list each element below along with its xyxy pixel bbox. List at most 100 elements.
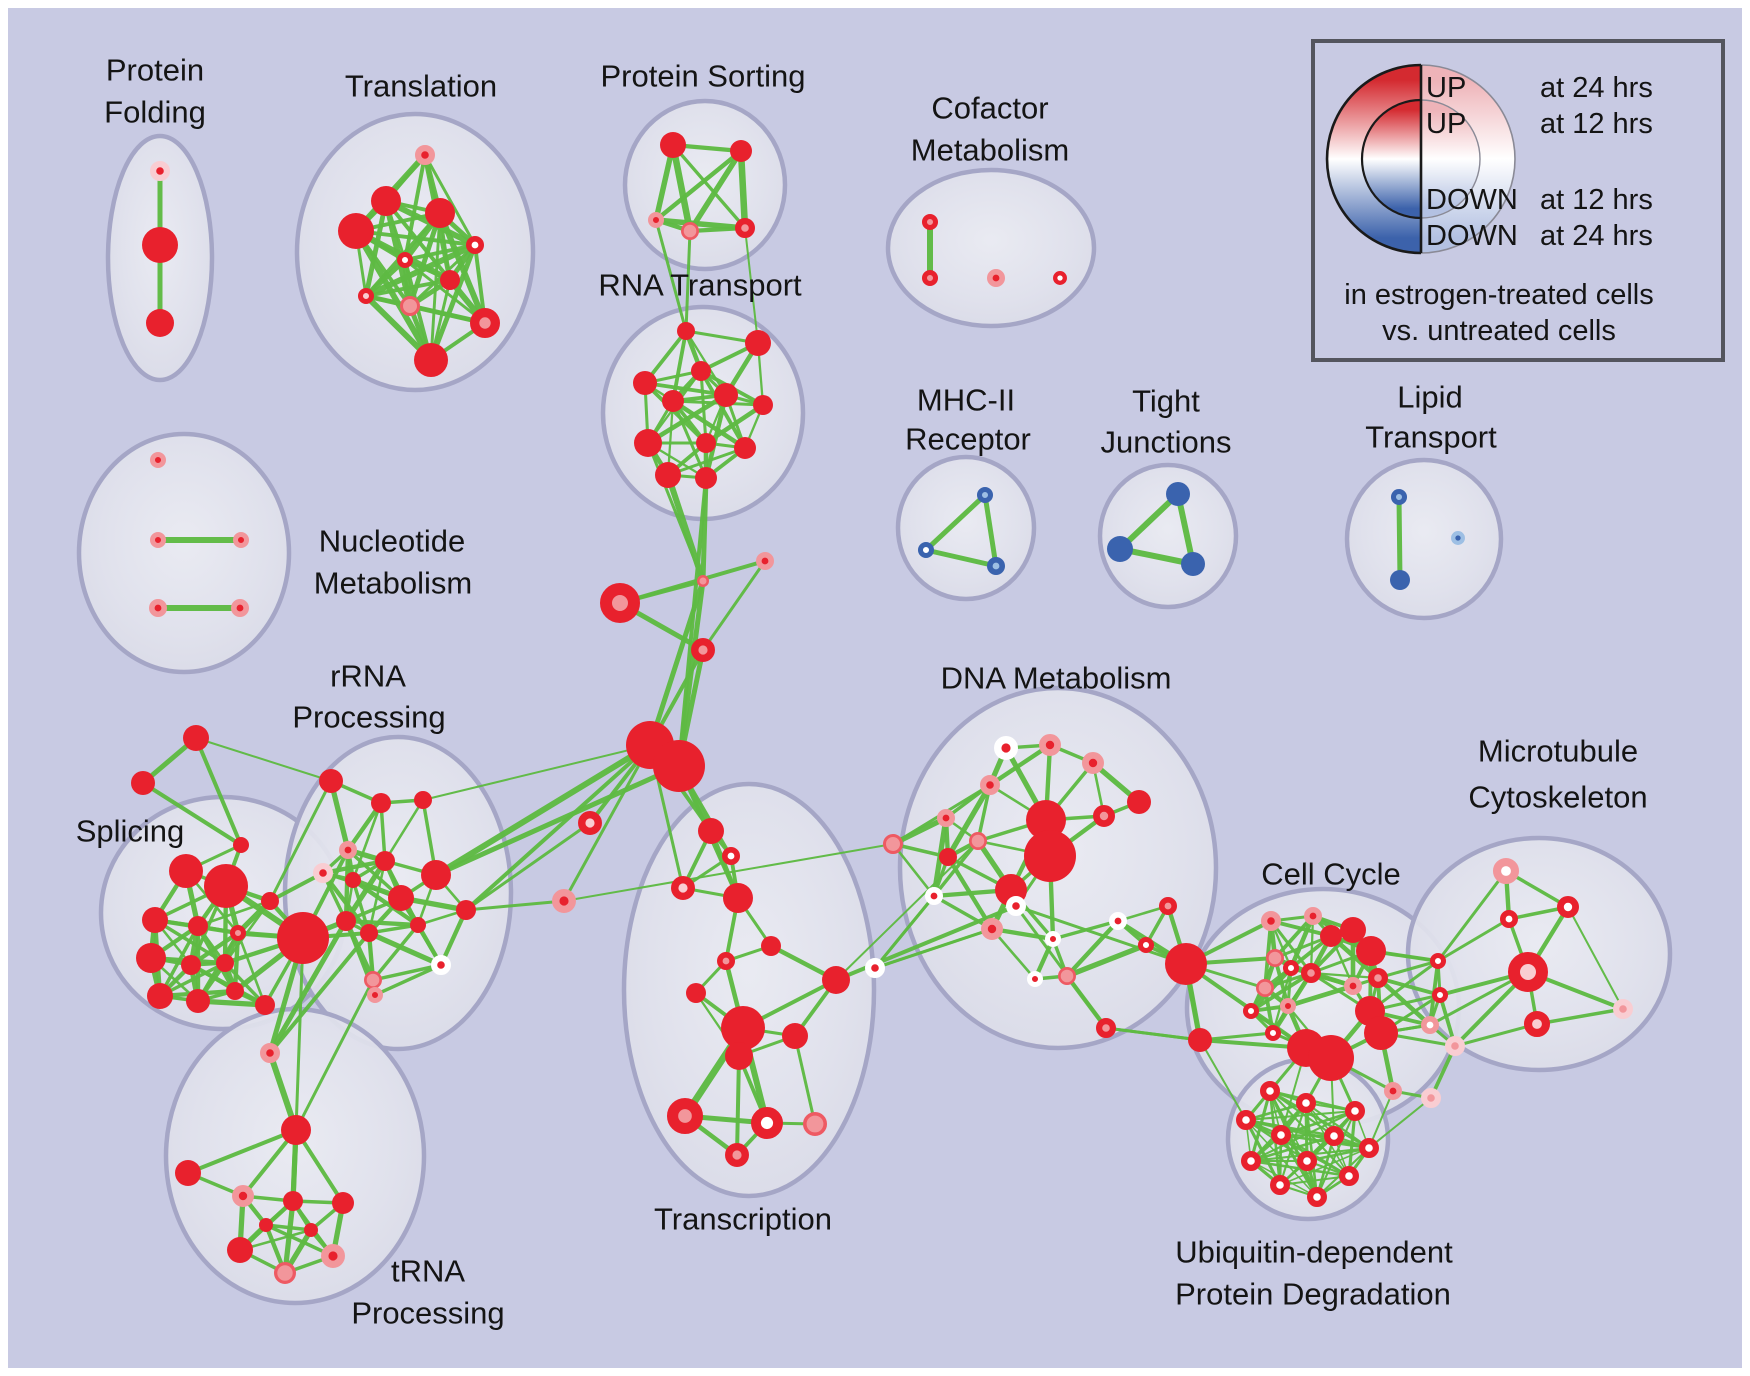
network-node-translation: [400, 296, 420, 316]
legend-time-label-1: at 24 hrs: [1540, 72, 1653, 104]
network-edge-intercluster: [294, 978, 375, 1132]
network-node-dna-metabolism: [981, 918, 1003, 940]
network-edge-translation: [403, 258, 487, 325]
network-node-transcription: [725, 1042, 753, 1070]
network-edge-rna-transport: [670, 398, 748, 451]
network-node-dna-metabolism: [864, 957, 885, 978]
network-node-rna-transport: [734, 437, 756, 459]
legend-direction-label-1: UP: [1426, 72, 1466, 104]
network-node-rrna-processing: [313, 862, 334, 883]
network-node-dna-metabolism: [1039, 734, 1061, 756]
network-edge-intercluster: [873, 927, 994, 970]
network-node-protein-sorting: [730, 140, 752, 162]
network-edge-intercluster: [677, 476, 708, 768]
network-node-ubiquitin-degradation: [1323, 1125, 1344, 1146]
network-node-transcription: [671, 876, 695, 900]
network-edge-mhc-ii-receptor: [923, 492, 988, 553]
network-edge-intercluster: [1198, 1031, 1275, 1042]
network-edge-dna-metabolism: [932, 894, 994, 931]
network-edge-rrna-processing: [371, 963, 443, 982]
network-node-connectors: [183, 725, 209, 751]
network-edge-tight-junctions: [1117, 491, 1181, 552]
network-node-trna-processing: [175, 1160, 201, 1186]
network-node-translation: [414, 343, 448, 377]
network-edge-intercluster: [654, 218, 688, 333]
network-node-mhc-ii-receptor: [986, 556, 1006, 576]
cluster-label-protein-folding-line1: Protein: [106, 53, 204, 88]
legend-direction-label-2: UP: [1426, 108, 1466, 140]
network-node-microtubule-cytoskeleton: [1612, 998, 1633, 1019]
network-edge-intercluster: [684, 229, 692, 333]
network-node-ubiquitin-degradation: [1269, 1174, 1290, 1195]
network-node-rrna-processing: [431, 954, 452, 975]
network-node-protein-sorting: [647, 211, 665, 229]
network-node-ubiquitin-degradation: [1296, 1150, 1317, 1171]
network-edge-translation: [423, 153, 477, 247]
network-edge-protein-sorting: [687, 148, 744, 234]
network-node-dna-metabolism: [979, 774, 1000, 795]
network-edge-intercluster: [646, 441, 705, 583]
legend-box: [1311, 39, 1725, 362]
network-node-tight-junctions: [1181, 552, 1205, 576]
network-node-translation: [396, 251, 414, 269]
network-edge-translation: [437, 210, 488, 326]
network-node-rna-transport: [691, 361, 711, 381]
network-edge-translation: [407, 210, 443, 309]
network-node-tight-junctions: [1166, 482, 1190, 506]
network-node-rrna-processing: [375, 851, 395, 871]
network-node-protein-sorting: [734, 218, 755, 239]
network-node-rna-transport: [655, 462, 681, 488]
network-node-dna-metabolism: [883, 834, 903, 854]
network-node-splicing: [204, 864, 248, 908]
network-edge-dna-metabolism: [990, 927, 1037, 981]
network-node-ubiquitin-degradation: [1295, 1092, 1316, 1113]
network-node-transcription: [725, 1143, 749, 1167]
network-node-dna-metabolism: [1127, 790, 1151, 814]
network-edge-cell-cycle: [1309, 971, 1380, 980]
network-node-lipid-transport: [1390, 570, 1410, 590]
network-node-nucleotide-metabolism: [232, 531, 250, 549]
network-edge-ubiquitin-degradation: [1244, 1101, 1308, 1122]
network-edge-intercluster: [1014, 904, 1188, 966]
legend-direction-label-4: DOWN: [1426, 220, 1518, 252]
network-edge-ubiquitin-degradation: [1305, 1146, 1371, 1163]
legend-footnote-line2: vs. untreated cells: [1382, 315, 1616, 347]
network-node-trna-processing: [259, 1218, 273, 1232]
cluster-label-protein-folding-line2: Folding: [104, 95, 206, 130]
network-node-transcription: [716, 951, 736, 971]
network-edge-intercluster: [422, 744, 651, 801]
network-node-cell-cycle: [1308, 1035, 1354, 1081]
network-node-rrna-processing: [319, 769, 343, 793]
network-node-trna-processing: [273, 1262, 296, 1285]
network-svg: Protein Folding Translation Protein Sorting…: [76, 39, 1725, 1331]
network-node-cell-cycle: [1356, 936, 1386, 966]
network-edge-rrna-processing: [343, 858, 388, 924]
network-node-rrna-processing: [364, 970, 383, 989]
network-node-rna-transport: [745, 330, 771, 356]
network-edge-protein-sorting: [671, 143, 747, 230]
network-node-cell-cycle: [1242, 1002, 1260, 1020]
network-node-connectors: [1005, 895, 1026, 916]
network-edge-protein-sorting: [737, 147, 749, 232]
network-edge-ubiquitin-degradation: [1279, 1133, 1371, 1150]
network-edge-cell-cycle: [1375, 975, 1433, 1028]
network-node-splicing: [216, 954, 234, 972]
network-node-transcription: [686, 983, 706, 1003]
network-edge-intercluster: [268, 931, 371, 1055]
cluster-label-splicing: Splicing: [76, 814, 185, 849]
network-node-connectors: [233, 837, 249, 853]
network-node-dna-metabolism: [939, 848, 957, 866]
network-edge-trna-processing: [186, 1128, 298, 1175]
network-node-trna-processing: [321, 1244, 345, 1268]
network-node-microtubule-cytoskeleton: [1492, 857, 1520, 885]
network-edge-trna-processing: [264, 1223, 335, 1258]
network-edge-translation: [364, 278, 452, 298]
network-edge-intercluster: [464, 743, 652, 912]
network-node-translation: [338, 213, 374, 249]
legend-inner-arc-left: [1360, 98, 1422, 220]
network-edge-connectors: [141, 781, 243, 847]
network-node-cofactor-metabolism: [1053, 271, 1067, 285]
network-edge-intercluster: [744, 227, 759, 344]
cluster-label-rna-transport: RNA Transport: [598, 268, 802, 303]
network-node-trna-processing: [260, 1042, 281, 1063]
